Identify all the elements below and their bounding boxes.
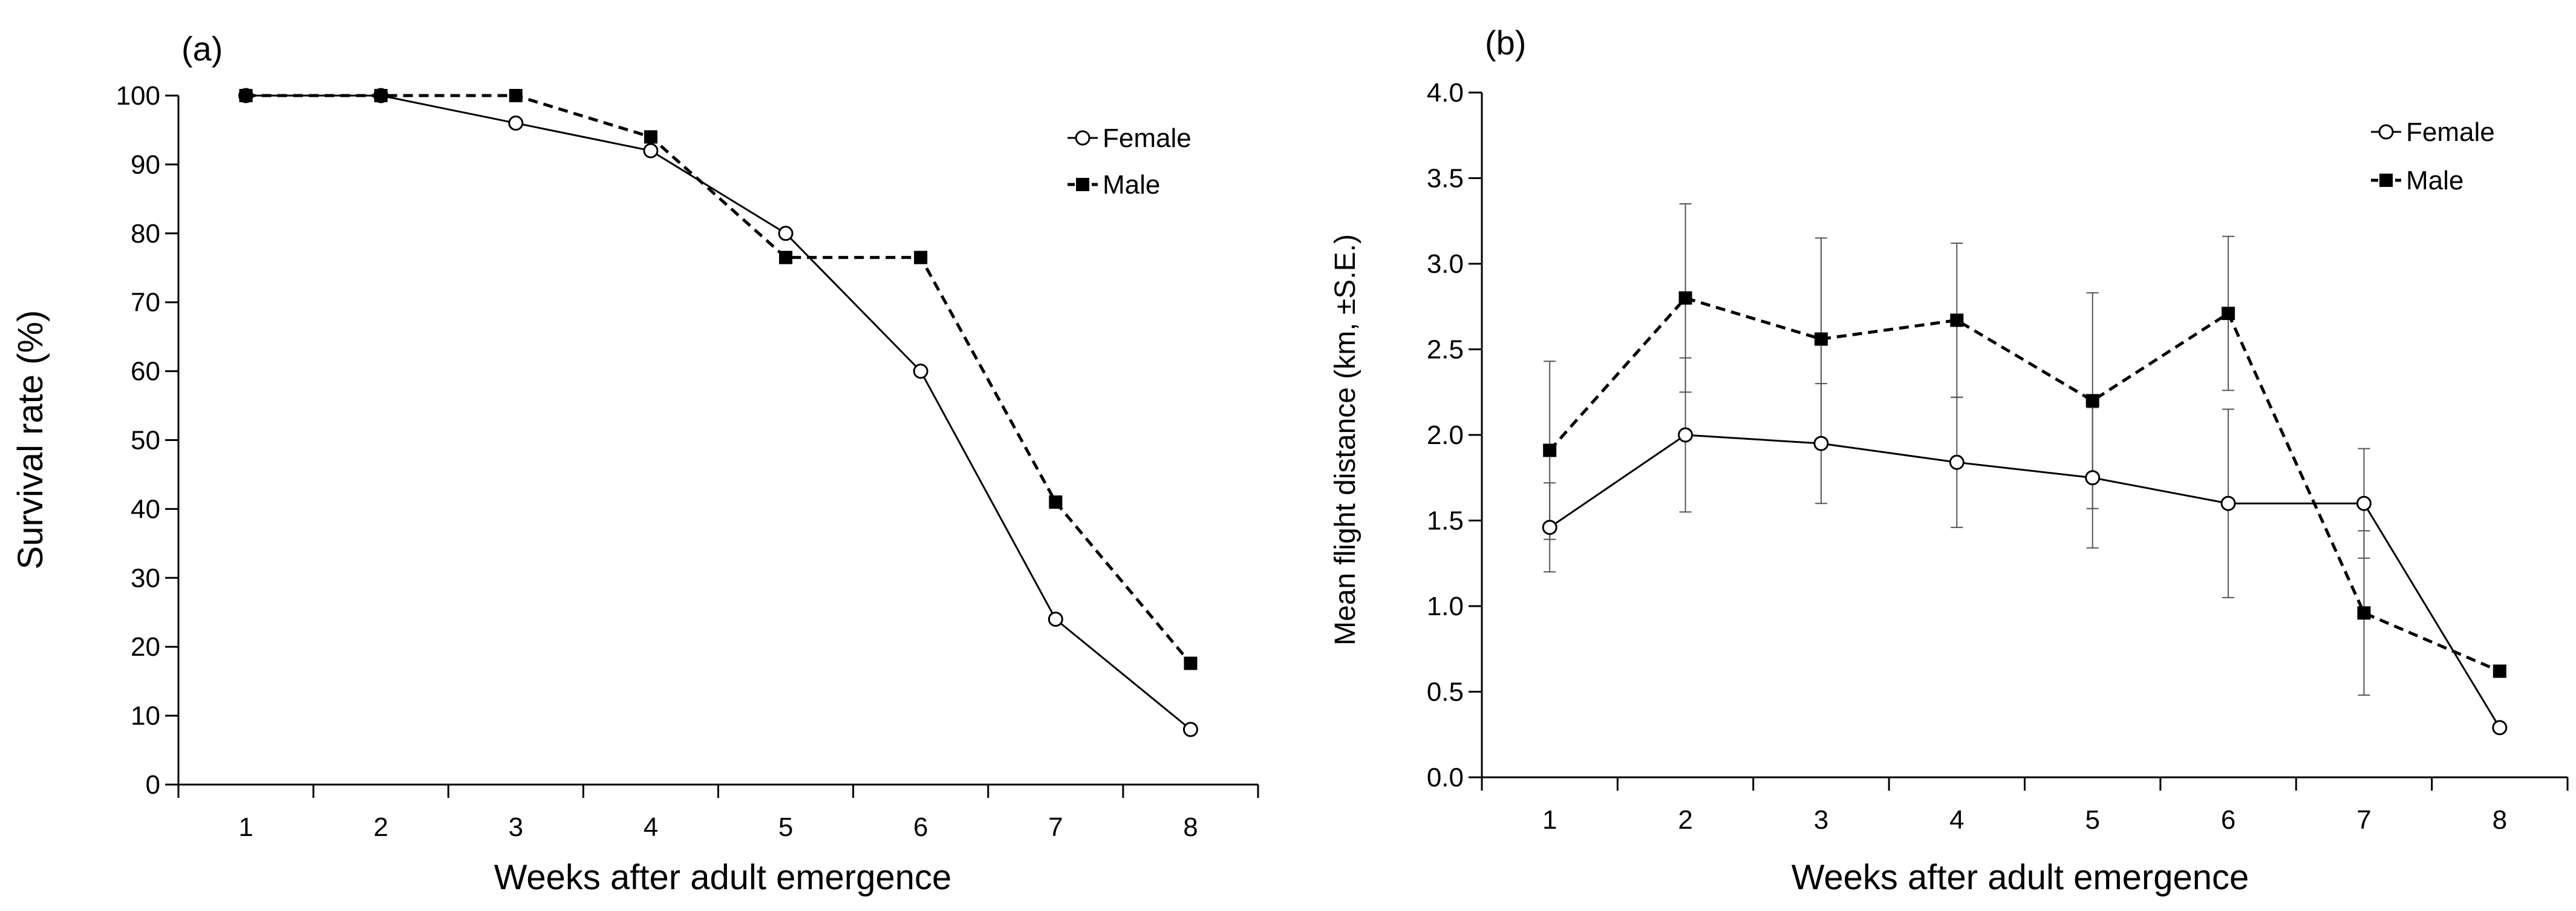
- chart-a-y-tick-label: 90: [131, 150, 160, 180]
- chart-a-y-tick-label: 30: [131, 563, 160, 593]
- chart-a-legend-label-male: Male: [1103, 170, 1160, 200]
- chart-b-series-line-male: [1548, 296, 2500, 673]
- chart-b-point-male: [2222, 307, 2235, 321]
- chart-a-y-tick-label: 70: [131, 288, 160, 318]
- chart-a-x-tick-label: 7: [1048, 812, 1063, 842]
- chart-b-y-tick-label: 4.0: [1427, 78, 1464, 108]
- chart-a-x-axis-title: Weeks after adult emergence: [494, 858, 952, 897]
- chart-a-point-male: [1184, 656, 1198, 670]
- chart-a-y-tick-label: 100: [116, 81, 160, 111]
- chart-a-survival-rate: 0 10 20 30 40 50 60 70 80 90 100 1 2 3 4 5 6 7 8 (a) Weeks a…: [11, 30, 1259, 897]
- chart-b-series-line-female: [1549, 434, 2501, 728]
- chart-a-point-male: [914, 250, 928, 264]
- chart-b-point-male: [1950, 313, 1964, 327]
- chart-a-series-line-female: [246, 94, 1192, 731]
- chart-b-point-female: [1949, 454, 1965, 470]
- chart-a-x-tick-label: 4: [644, 812, 658, 842]
- chart-a-y-tick-label: 40: [131, 494, 160, 524]
- chart-b-point-female: [2356, 495, 2372, 511]
- chart-a-legend-marker-female: [1075, 130, 1091, 146]
- chart-b-point-female: [1542, 520, 1557, 535]
- chart-b-point-female: [2085, 470, 2101, 486]
- chart-a-point-female: [1182, 722, 1198, 737]
- chart-b-x-axis-title: Weeks after adult emergence: [1792, 858, 2249, 897]
- chart-a-point-female: [913, 364, 928, 379]
- chart-b-legend-male: Male: [2371, 166, 2464, 195]
- chart-a-y-tick-label: 50: [131, 426, 160, 456]
- chart-b-x-tick-label: 5: [2085, 805, 2099, 835]
- chart-b-y-tick-label: 1.0: [1427, 592, 1464, 621]
- chart-b-x-tick-label: 6: [2221, 805, 2235, 835]
- chart-a-legend-female: Female: [1068, 123, 1192, 153]
- chart-b-y-tick-label: 2.0: [1427, 420, 1464, 450]
- chart-a-point-female: [643, 143, 659, 158]
- chart-a-x-tick-label: 2: [373, 812, 388, 842]
- chart-b-x-tick-label: 2: [1678, 805, 1692, 835]
- chart-b-y-tick-label: 1.5: [1427, 506, 1464, 536]
- chart-b-point-male: [2357, 606, 2371, 620]
- chart-b-point-female: [2220, 495, 2236, 511]
- chart-b-x-tick-label: 3: [1814, 805, 1828, 835]
- chart-b-x-tick-label: 7: [2356, 805, 2371, 835]
- chart-b-point-female: [1678, 427, 1694, 443]
- chart-a-series-line-male: [246, 94, 1192, 665]
- chart-a-legend-male: Male: [1068, 170, 1160, 200]
- chart-a-point-male: [239, 89, 253, 102]
- chart-b-y-tick-label: 3.5: [1427, 164, 1464, 194]
- chart-b-x-tick-label: 8: [2493, 805, 2507, 835]
- chart-b-flight-distance: 0.0 0.5 1.0 1.5 2.0 2.5 3.0 3.5 4.0 1 2 3 4 5 6 7 8 (b) We…: [1329, 24, 2569, 897]
- chart-b-legend-label-female: Female: [2406, 117, 2495, 147]
- chart-b-point-male: [1543, 443, 1557, 457]
- chart-a-y-tick-label: 80: [131, 219, 160, 249]
- chart-a-point-male: [779, 250, 793, 264]
- chart-b-point-female: [2492, 720, 2508, 736]
- chart-a-x-tick-label: 3: [509, 812, 523, 842]
- chart-b-legend-marker-female: [2378, 124, 2394, 140]
- chart-a-y-tick-label: 0: [146, 770, 160, 800]
- chart-b-y-tick-label: 3.0: [1427, 249, 1464, 279]
- chart-b-y-tick-label: 0.5: [1427, 678, 1464, 707]
- chart-b-legend-label-male: Male: [2406, 166, 2464, 195]
- chart-a-point-male: [509, 89, 523, 102]
- chart-b-point-male: [1678, 291, 1692, 305]
- chart-a-point-female: [1048, 612, 1063, 627]
- chart-b-panel-label: (b): [1485, 24, 1526, 62]
- chart-a-point-male: [374, 89, 388, 102]
- chart-a-y-tick-label: 10: [131, 701, 160, 731]
- chart-b-y-tick-label: 2.5: [1427, 335, 1464, 365]
- chart-a-y-tick-label: 60: [131, 357, 160, 387]
- chart-b-y-axis-title: Mean flight distance (km, ±S.E.): [1329, 234, 1361, 645]
- chart-b-x-tick-label: 4: [1949, 805, 1964, 835]
- chart-b-point-male: [2493, 664, 2506, 678]
- chart-a-y-tick-label: 20: [131, 632, 160, 662]
- chart-a-legend-label-female: Female: [1103, 123, 1192, 153]
- chart-a-point-male: [1049, 495, 1063, 509]
- chart-b-point-male: [2085, 394, 2099, 408]
- chart-b-x-tick-label: 1: [1542, 805, 1557, 835]
- chart-a-x-tick-label: 6: [913, 812, 928, 842]
- chart-a-point-female: [508, 116, 524, 131]
- chart-b-y-tick-label: 0.0: [1427, 763, 1464, 792]
- chart-a-point-female: [778, 226, 794, 241]
- chart-b-point-male: [1814, 332, 1828, 346]
- chart-a-x-tick-label: 1: [238, 812, 253, 842]
- chart-b-legend-marker-male: [2379, 174, 2393, 187]
- chart-a-x-tick-label: 8: [1183, 812, 1198, 842]
- chart-a-point-male: [644, 130, 657, 144]
- chart-b-point-female: [1813, 436, 1829, 451]
- chart-a-panel-label: (a): [181, 30, 223, 68]
- chart-b-legend-female: Female: [2371, 117, 2495, 147]
- chart-a-x-tick-label: 5: [778, 812, 793, 842]
- chart-a-y-axis-title: Survival rate (%): [11, 310, 50, 570]
- chart-a-legend-marker-male: [1076, 178, 1089, 191]
